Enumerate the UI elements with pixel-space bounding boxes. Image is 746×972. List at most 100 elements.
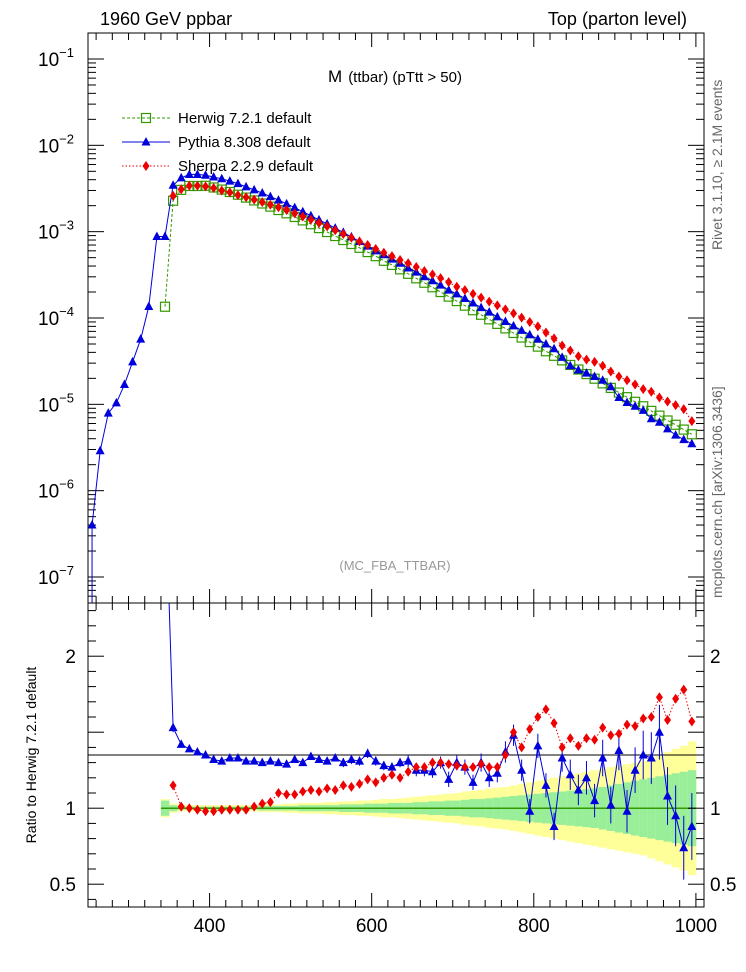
ratio-panel: 2 2 1 1 0.5 0.5 400 600 800 1000 Ratio to Herwig … (23, 602, 736, 937)
data-point-pythia (541, 338, 551, 348)
ratio-ticks (88, 603, 704, 907)
ratio-point-sherpa (356, 778, 364, 789)
ratio-point-sherpa (453, 760, 461, 771)
series-sherpa (169, 180, 696, 427)
ratio-y-tick-label: 1 (65, 799, 76, 820)
data-point-sherpa (647, 386, 655, 397)
ratio-point-sherpa (672, 693, 680, 704)
ratio-point-pythia (290, 754, 300, 764)
ratio-point-sherpa (631, 721, 639, 732)
data-point-sherpa (307, 214, 315, 225)
source-label: mcplots.cern.ch [arXiv:1306.3436] (709, 386, 725, 598)
data-point-pythia (168, 180, 178, 189)
main-y-tick-label-exponent: −7 (59, 563, 74, 578)
legend-label-herwig: Herwig 7.2.1 default (178, 110, 312, 127)
ratio-point-sherpa (396, 772, 404, 783)
data-point-pythia (606, 381, 616, 391)
data-point-sherpa (566, 345, 574, 356)
data-point-sherpa (510, 308, 518, 319)
data-point-sherpa (655, 392, 663, 403)
ratio-point-sherpa (193, 804, 201, 815)
ratio-point-pythia (241, 756, 251, 765)
data-point-pythia (500, 316, 510, 326)
ratio-y-tick-label: 0.5 (50, 875, 76, 896)
data-point-sherpa (356, 236, 364, 247)
ratio-point-pythia (533, 740, 543, 750)
ratio-point-pythia (654, 727, 664, 736)
data-point-pythia (646, 413, 656, 423)
data-point-sherpa (639, 384, 647, 395)
ratio-point-pythia (468, 777, 478, 786)
data-point-sherpa (283, 205, 291, 216)
ratio-point-pythia (330, 753, 340, 762)
data-point-pythia (460, 293, 470, 303)
ratio-point-sherpa (283, 789, 291, 800)
data-point-pythia (565, 360, 575, 370)
ratio-point-pythia (184, 743, 194, 753)
data-point-pythia (427, 275, 437, 285)
data-point-sherpa (250, 194, 258, 205)
data-point-sherpa (299, 211, 307, 222)
data-point-pythia (176, 172, 186, 182)
ratio-point-sherpa (266, 797, 274, 808)
data-point-sherpa (428, 269, 436, 280)
plot-title: M (ttbar) (pTtt > 50) (328, 67, 462, 86)
data-point-pythia (671, 430, 681, 439)
data-point-pythia (614, 392, 624, 402)
ratio-point-sherpa (493, 762, 501, 773)
data-point-sherpa (169, 190, 177, 201)
ratio-point-pythia (363, 748, 373, 757)
ratio-point-sherpa (372, 777, 380, 788)
plot-title-main: M (328, 67, 342, 86)
main-y-tick-label-base: 10 (38, 482, 59, 503)
data-point-pythia (476, 302, 486, 312)
data-point-pythia (241, 181, 251, 191)
series-line-sherpa (172, 185, 693, 422)
ratio-point-pythia (606, 800, 616, 809)
main-y-tick-label-exponent: −4 (59, 304, 74, 319)
main-y-tick-label-base: 10 (38, 309, 59, 330)
ratio-y-tick-label-right: 1 (710, 799, 721, 820)
ratio-point-pythia (273, 757, 283, 767)
data-point-pythia (525, 329, 535, 339)
main-y-tick-label-exponent: −5 (59, 390, 74, 405)
analysis-watermark: (MC_FBA_TTBAR) (339, 558, 450, 573)
data-point-sherpa (291, 208, 299, 219)
ratio-point-pythia (646, 753, 656, 762)
data-point-sherpa (315, 217, 323, 228)
data-point-sherpa (372, 243, 380, 254)
side-labels: Rivet 3.1.10, ≥ 2.1M events mcplots.cern… (709, 80, 725, 598)
ratio-point-sherpa (461, 762, 469, 773)
data-point-sherpa (331, 225, 339, 236)
data-point-pythia (249, 184, 259, 194)
ratio-point-pythia (225, 753, 235, 762)
main-y-tick-label: 10−1 (38, 45, 74, 71)
data-point-pythia (663, 423, 673, 433)
data-point-sherpa (177, 184, 185, 195)
ratio-series (168, 602, 697, 880)
data-point-sherpa (688, 416, 696, 427)
data-point-sherpa (615, 371, 623, 382)
data-point-sherpa (485, 296, 493, 307)
ratio-point-sherpa (347, 781, 355, 792)
data-point-sherpa (501, 304, 509, 315)
data-point-pythia (128, 356, 138, 366)
main-y-tick-label: 10−2 (38, 131, 74, 157)
ratio-point-pythia (346, 754, 356, 764)
data-point-pythia (298, 206, 308, 216)
ratio-point-sherpa (177, 801, 185, 812)
data-point-pythia (557, 352, 567, 361)
ratio-point-pythia (492, 768, 502, 777)
ratio-point-pythia (638, 750, 648, 759)
ratio-point-sherpa (566, 733, 574, 744)
data-point-sherpa (526, 316, 534, 327)
data-point-sherpa (453, 281, 461, 292)
ratio-point-sherpa (331, 784, 339, 795)
data-point-sherpa (404, 258, 412, 269)
data-point-pythia (679, 434, 689, 444)
ratio-point-pythia (257, 757, 267, 767)
ratio-point-sherpa (574, 740, 582, 751)
header-right-title: Top (parton level) (548, 9, 687, 29)
data-point-sherpa (607, 366, 615, 377)
